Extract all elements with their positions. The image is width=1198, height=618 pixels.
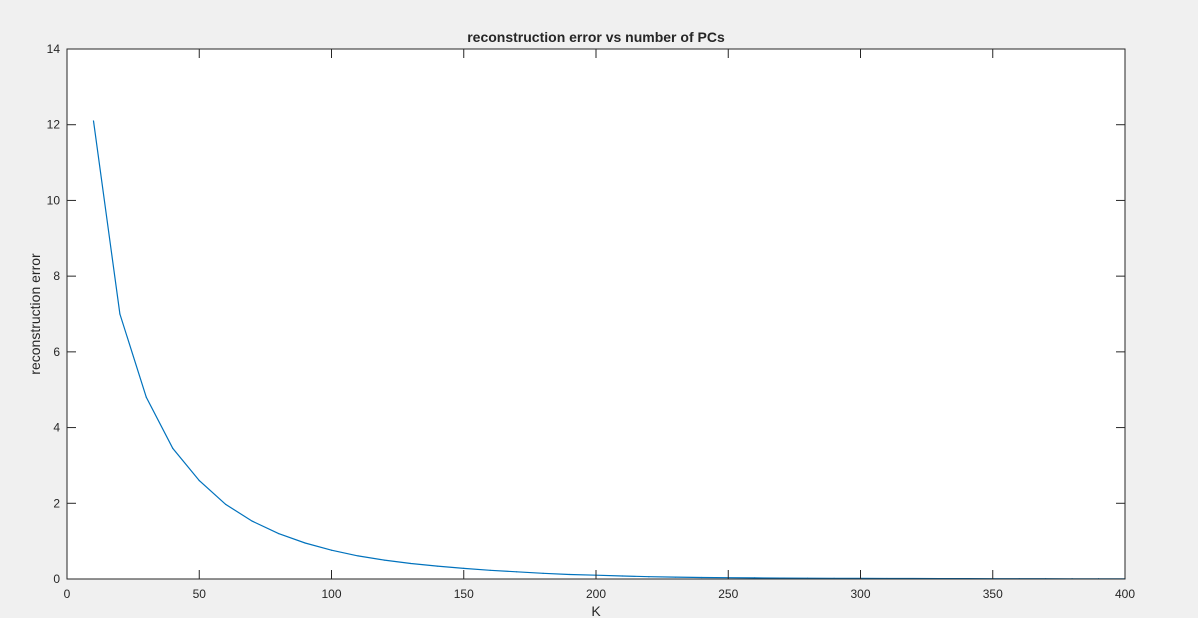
y-tick-label: 12 [47, 118, 61, 132]
data-point [701, 576, 703, 579]
data-point [251, 520, 253, 522]
x-axis-ticks: 0 50 100 150 200 250 300 350 400 [64, 49, 1135, 601]
x-tick-label: 300 [850, 587, 870, 601]
data-point [357, 555, 359, 557]
x-tick-label: 0 [64, 587, 71, 601]
x-tick-label: 200 [586, 587, 606, 601]
data-point [278, 532, 280, 535]
x-tick-label: 250 [718, 587, 738, 601]
chart-title: reconstruction error vs number of PCs [467, 29, 725, 45]
data-point [330, 549, 333, 551]
y-tick-label: 6 [53, 345, 60, 359]
y-axis-label: reconstruction error [27, 253, 43, 375]
data-point [621, 575, 624, 577]
data-point [436, 565, 438, 567]
data-point [516, 571, 518, 573]
data-point [92, 120, 95, 122]
y-tick-label: 2 [53, 496, 60, 510]
data-point [304, 542, 306, 544]
y-tick-label: 14 [47, 42, 61, 56]
x-axis-label: K [591, 603, 601, 618]
data-point [648, 576, 650, 578]
data-point [568, 573, 571, 576]
axes-background [67, 49, 1125, 579]
y-tick-label: 4 [53, 421, 60, 435]
x-tick-label: 100 [321, 587, 341, 601]
y-tick-label: 8 [53, 269, 60, 283]
data-point [198, 479, 200, 482]
axes-box [66, 48, 1126, 580]
data-point [225, 503, 227, 506]
data-point [542, 572, 544, 574]
data-point [674, 576, 676, 578]
data-point [145, 396, 147, 398]
y-tick-label: 10 [47, 193, 61, 207]
x-tick-label: 50 [193, 587, 207, 601]
data-point [119, 313, 121, 315]
data-point [780, 577, 782, 579]
x-tick-label: 350 [983, 587, 1003, 601]
data-point [383, 559, 385, 561]
x-tick-label: 150 [454, 587, 474, 601]
data-point [410, 562, 412, 565]
data-point [172, 447, 174, 449]
y-tick-label: 0 [53, 572, 60, 586]
data-point [463, 567, 465, 570]
data-point [489, 569, 491, 571]
x-tick-label: 400 [1115, 587, 1135, 601]
data-point [754, 577, 756, 579]
